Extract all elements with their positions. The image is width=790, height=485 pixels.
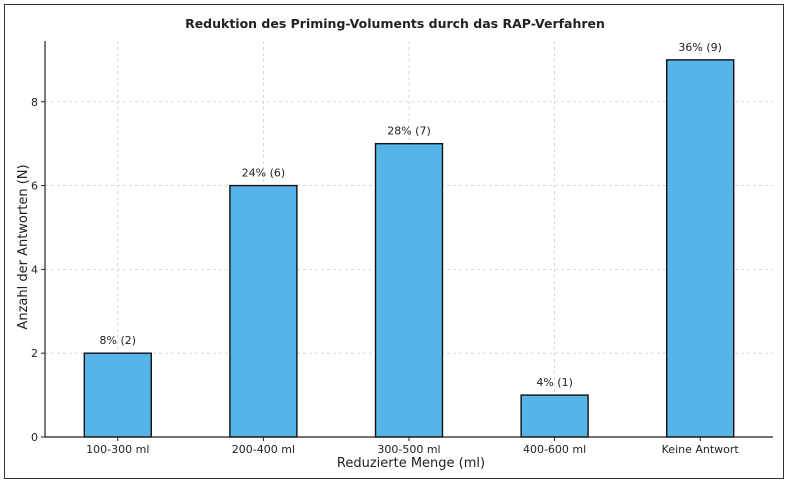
y-tick-label: 8 xyxy=(31,96,38,109)
x-tick-label: 200-400 ml xyxy=(232,443,295,456)
y-tick-label: 0 xyxy=(31,431,38,444)
x-tick-label: 400-600 ml xyxy=(523,443,586,456)
chart-frame: Reduktion des Priming-Voluments durch da… xyxy=(4,4,784,479)
bar-chart: Reduktion des Priming-Voluments durch da… xyxy=(16,16,773,471)
chart-title: Reduktion des Priming-Voluments durch da… xyxy=(185,16,605,31)
axes-group: 0 2 4 6 8 100-300 ml 200-400 ml 300-500 ml 400-6… xyxy=(31,41,773,456)
y-tick-label: 4 xyxy=(31,263,38,276)
y-tick-label: 2 xyxy=(31,347,38,360)
x-axis-label: Reduzierte Menge (ml) xyxy=(337,456,485,471)
x-tick-label: Keine Antwort xyxy=(662,443,740,456)
bar-100-300-ml xyxy=(83,352,152,438)
bar-data-label: 36% (9) xyxy=(678,41,722,54)
bar-200-400-ml xyxy=(229,184,298,438)
y-axis-label: Anzahl der Antworten (N) xyxy=(16,164,31,329)
bar-400-600-ml xyxy=(520,394,589,438)
x-tick-label: 300-500 ml xyxy=(377,443,440,456)
y-tick-label: 6 xyxy=(31,180,38,193)
bars-group xyxy=(83,59,735,438)
x-tick-label: 100-300 ml xyxy=(86,443,149,456)
bar-data-label: 4% (1) xyxy=(536,376,573,389)
bar-data-label: 8% (2) xyxy=(100,334,137,347)
data-labels-group: 8% (2) 24% (6) 28% (7) 4% (1) 36% (9) xyxy=(100,41,722,389)
bar-keine-antwort xyxy=(666,59,735,438)
bar-300-500-ml xyxy=(374,142,444,438)
bar-data-label: 24% (6) xyxy=(242,167,286,180)
bar-data-label: 28% (7) xyxy=(387,125,431,138)
